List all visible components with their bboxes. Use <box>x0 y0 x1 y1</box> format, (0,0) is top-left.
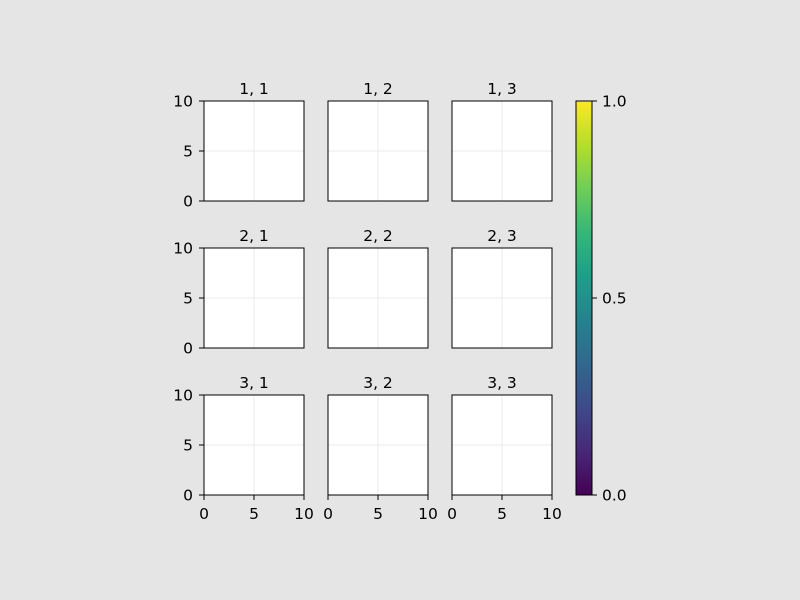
y-tick-label: 10 <box>173 387 193 405</box>
colorbar-tick-label: 1.0 <box>602 93 627 111</box>
colorbar-tick-label: 0.0 <box>602 487 627 505</box>
colorbar-tick-label: 0.5 <box>602 290 627 308</box>
axes-frame <box>327 100 429 202</box>
x-tick-label: 0 <box>447 505 457 523</box>
y-tick-label: 10 <box>173 240 193 258</box>
x-tick-label: 5 <box>373 505 383 523</box>
subplot-title: 2, 1 <box>239 227 269 245</box>
subplot-3-3: 3, 3 0 5 10 <box>447 374 562 523</box>
x-tick-label: 5 <box>497 505 507 523</box>
subplot-1-2: 1, 2 <box>327 80 429 202</box>
axes-frame <box>451 247 553 349</box>
axes-frame <box>451 100 553 202</box>
x-tick-label: 0 <box>199 505 209 523</box>
y-tick-label: 10 <box>173 93 193 111</box>
subplot-3-1: 3, 1 0 5 10 0 5 10 <box>173 374 314 523</box>
subplot-title: 1, 3 <box>487 80 517 98</box>
axes-frame <box>327 247 429 349</box>
y-tick-label: 5 <box>183 290 193 308</box>
y-tick-label: 0 <box>183 487 193 505</box>
subplot-title: 3, 3 <box>487 374 517 392</box>
subplot-title: 1, 1 <box>239 80 269 98</box>
subplot-title: 2, 2 <box>363 227 393 245</box>
subplot-3-2: 3, 2 0 5 10 <box>323 374 438 523</box>
subplot-2-2: 2, 2 <box>327 227 429 349</box>
y-tick-label: 5 <box>183 437 193 455</box>
y-tick-label: 0 <box>183 193 193 211</box>
colorbar: 0.0 0.5 1.0 <box>575 93 627 505</box>
subplot-grid: 1, 1 0 5 10 1, 2 1, 3 2, 1 0 5 10 2, 2 2, 3 3, 1 0 5 10… <box>173 80 562 523</box>
x-tick-label: 5 <box>249 505 259 523</box>
subplot-title: 3, 2 <box>363 374 393 392</box>
x-tick-label: 10 <box>542 505 562 523</box>
x-tick-label: 10 <box>294 505 314 523</box>
subplot-1-1: 1, 1 0 5 10 <box>173 80 305 211</box>
subplot-title: 2, 3 <box>487 227 517 245</box>
subplot-2-1: 2, 1 0 5 10 <box>173 227 305 358</box>
y-tick-label: 0 <box>183 340 193 358</box>
y-tick-label: 5 <box>183 143 193 161</box>
x-tick-label: 0 <box>323 505 333 523</box>
subplot-2-3: 2, 3 <box>451 227 553 349</box>
subplot-title: 1, 2 <box>363 80 393 98</box>
colorbar-fill <box>576 101 592 495</box>
subplot-1-3: 1, 3 <box>451 80 553 202</box>
x-tick-label: 10 <box>418 505 438 523</box>
subplot-title: 3, 1 <box>239 374 269 392</box>
